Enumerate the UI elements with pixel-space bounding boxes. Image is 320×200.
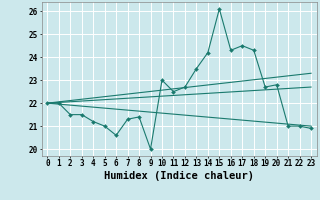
X-axis label: Humidex (Indice chaleur): Humidex (Indice chaleur) bbox=[104, 171, 254, 181]
